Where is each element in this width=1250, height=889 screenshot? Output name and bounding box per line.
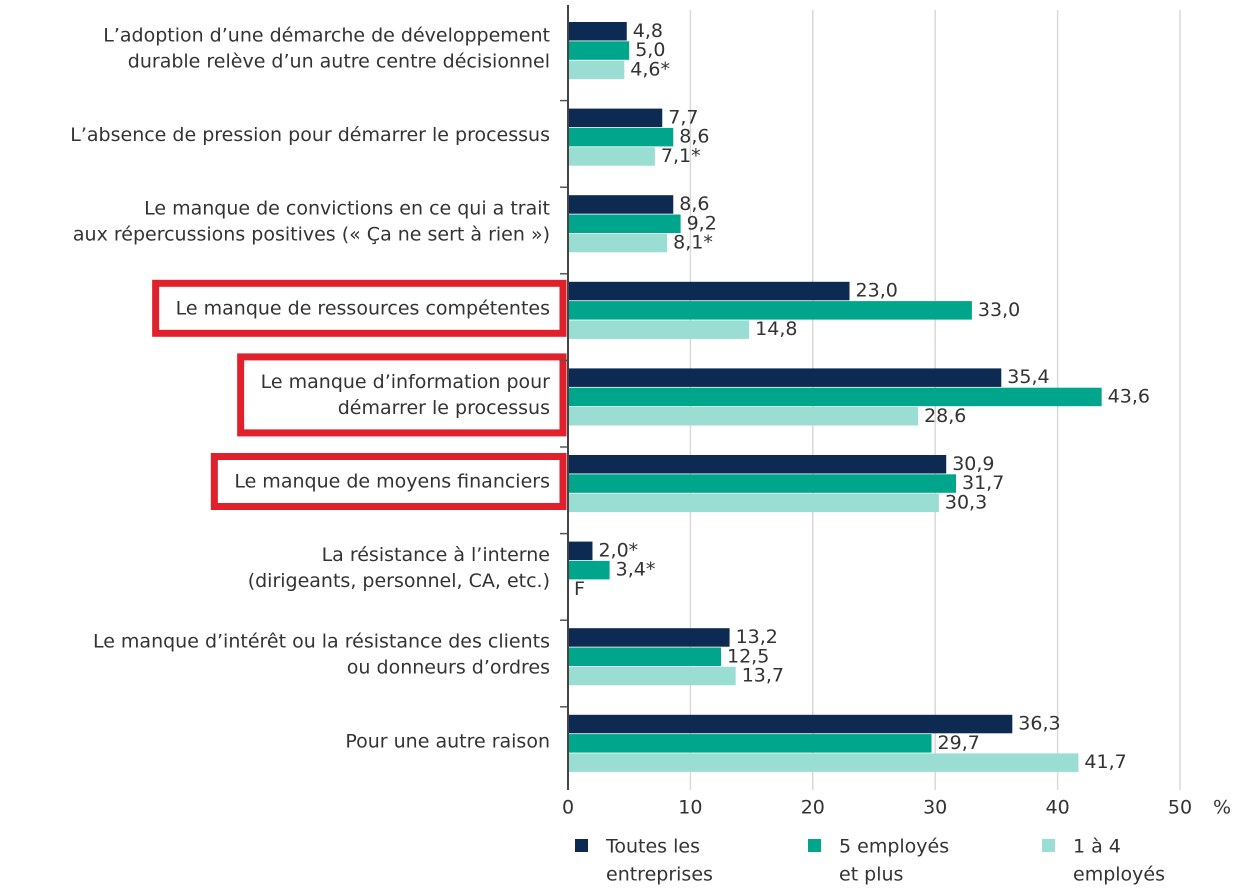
value-label: 7,1* <box>661 145 701 167</box>
bar <box>568 753 1079 772</box>
bar <box>568 127 674 147</box>
value-label: 7,7 <box>668 106 698 128</box>
bar <box>568 666 736 686</box>
category-label: démarrer le processus <box>338 397 550 419</box>
bar <box>568 647 721 666</box>
category-label: La résistance à l’interne <box>322 544 550 566</box>
bar <box>568 41 630 60</box>
value-label: 43,6 <box>1108 385 1150 407</box>
category-label: (dirigeants, personnel, CA, etc.) <box>248 570 550 592</box>
legend-swatch <box>575 839 588 852</box>
value-label: 36,3 <box>1018 713 1060 735</box>
x-tick-label: 0 <box>562 797 574 819</box>
bar <box>568 281 850 301</box>
bar <box>568 214 681 233</box>
x-tick-label: 50 <box>1168 797 1192 819</box>
bar <box>568 195 674 214</box>
value-label: 31,7 <box>962 472 1004 494</box>
value-label: 35,4 <box>1007 366 1049 388</box>
highlight-box <box>237 353 567 437</box>
category-label: Le manque d’information pour <box>261 371 551 393</box>
category-label: Le manque de moyens financiers <box>234 471 550 493</box>
category-label: aux répercussions positives (« Ça ne ser… <box>73 224 550 246</box>
value-label: 5,0 <box>635 39 665 61</box>
x-tick-label: 40 <box>1046 797 1070 819</box>
value-label: 41,7 <box>1084 751 1126 773</box>
legend-label: entreprises <box>606 864 713 886</box>
category-label: Le manque de ressources compétentes <box>176 297 550 319</box>
value-label: F <box>574 578 585 600</box>
bar <box>568 22 627 41</box>
bar <box>568 60 625 80</box>
category-label: durable relève d’un autre centre décisio… <box>128 51 550 73</box>
value-label: 30,9 <box>952 453 994 475</box>
category-label: Le manque de convictions en ce qui a tra… <box>144 198 550 220</box>
legend-label: 5 employés <box>839 836 949 858</box>
legend-label: employés <box>1073 864 1165 886</box>
category-label: L’adoption d’une démarche de développeme… <box>103 25 550 47</box>
x-tick-label: 10 <box>678 797 702 819</box>
category-label: Pour une autre raison <box>345 730 550 752</box>
legend-label: et plus <box>839 864 903 886</box>
value-label: 30,3 <box>945 491 987 513</box>
value-label: 8,6 <box>679 126 709 148</box>
bar <box>568 734 932 753</box>
bar <box>568 455 947 474</box>
category-label: Le manque d’intérêt ou la résistance des… <box>93 631 550 653</box>
value-label: 14,8 <box>755 318 797 340</box>
value-label: 2,0* <box>598 539 638 561</box>
x-unit: % <box>1213 797 1231 819</box>
x-tick-label: 30 <box>923 797 947 819</box>
bar <box>568 493 939 513</box>
highlight-box <box>210 453 567 510</box>
bar <box>568 541 593 561</box>
value-label: 9,2 <box>687 212 717 234</box>
bar <box>568 407 919 426</box>
bar <box>568 147 655 166</box>
x-tick-label: 20 <box>801 797 825 819</box>
value-label: 13,7 <box>742 665 784 687</box>
bar <box>568 387 1102 407</box>
value-label: 33,0 <box>978 299 1020 321</box>
bar <box>568 233 668 253</box>
category-label: ou donneurs d’ordres <box>347 657 550 679</box>
value-label: 3,4* <box>616 559 656 581</box>
legend-label: Toutes les <box>605 836 700 858</box>
value-label: 13,2 <box>736 626 778 648</box>
value-label: 23,0 <box>856 280 898 302</box>
value-label: 28,6 <box>924 405 966 427</box>
bar <box>568 628 730 647</box>
legend-swatch <box>808 839 821 852</box>
category-label: L’absence de pression pour démarrer le p… <box>70 124 550 146</box>
value-label: 12,5 <box>727 645 769 667</box>
bar <box>568 474 957 493</box>
bar <box>568 560 610 580</box>
value-label: 4,8 <box>633 20 663 42</box>
bar <box>568 108 663 128</box>
value-label: 4,6* <box>630 58 670 80</box>
value-label: 8,1* <box>673 232 713 254</box>
legend-swatch <box>1042 839 1055 852</box>
legend-label: 1 à 4 <box>1073 836 1121 858</box>
bar <box>568 301 972 320</box>
bar <box>568 320 750 339</box>
highlight-box <box>152 279 567 337</box>
bar <box>568 368 1002 387</box>
bar <box>568 714 1013 734</box>
value-label: 29,7 <box>938 732 980 754</box>
value-label: 8,6 <box>679 193 709 215</box>
